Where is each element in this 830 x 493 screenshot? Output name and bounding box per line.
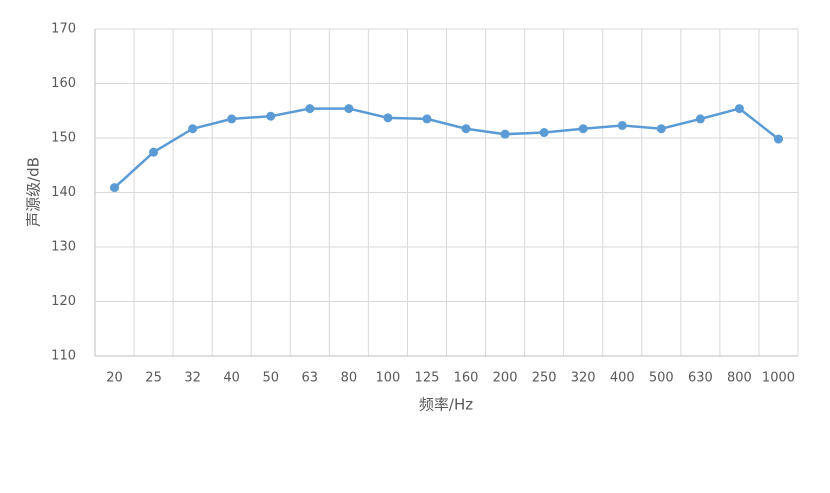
- point: [383, 113, 393, 123]
- x-axis-title: 频率/Hz: [419, 396, 473, 414]
- x-tick-label: 125: [415, 371, 440, 386]
- x-tick-label: 32: [184, 371, 201, 386]
- line: [113, 107, 780, 189]
- point: [578, 124, 588, 134]
- y-tick-label: 140: [51, 185, 76, 200]
- point: [305, 104, 315, 114]
- point: [695, 114, 705, 124]
- point: [149, 147, 159, 157]
- point: [773, 134, 783, 144]
- point: [461, 124, 471, 134]
- x-tick-label: 20: [106, 371, 123, 386]
- y-tick-label: 150: [51, 131, 76, 146]
- x-tick-label: 1000: [762, 371, 795, 386]
- x-tick-label: 400: [610, 371, 635, 386]
- point: [227, 114, 237, 124]
- x-tick-label: 800: [727, 371, 752, 386]
- x-tick-label: 320: [571, 371, 596, 386]
- x-tick-label: 80: [341, 371, 358, 386]
- y-tick-label: 160: [51, 76, 76, 91]
- y-tick-label: 110: [51, 349, 76, 364]
- x-tick-label: 630: [688, 371, 713, 386]
- point: [188, 124, 198, 134]
- x-tick-label: 100: [376, 371, 401, 386]
- y-axis-title: 声源级/dB: [25, 157, 43, 227]
- x-tick-label: 40: [223, 371, 240, 386]
- y-tick-label: 120: [51, 294, 76, 309]
- point: [266, 111, 276, 121]
- x-tick-label: 250: [532, 371, 557, 386]
- point: [734, 104, 744, 114]
- point: [422, 114, 432, 124]
- y-tick-label: 130: [51, 240, 76, 255]
- point: [500, 129, 510, 139]
- x-tick-label: 500: [649, 371, 674, 386]
- point: [617, 120, 627, 130]
- x-tick-label: 160: [454, 371, 479, 386]
- point: [656, 124, 666, 134]
- x-tick-label: 200: [493, 371, 518, 386]
- x-tick-label: 25: [145, 371, 162, 386]
- x-tick-label: 63: [302, 371, 319, 386]
- x-tick-label: 50: [262, 371, 279, 386]
- point: [110, 183, 120, 193]
- point: [344, 104, 354, 114]
- point: [539, 128, 549, 138]
- y-tick-label: 170: [51, 22, 76, 37]
